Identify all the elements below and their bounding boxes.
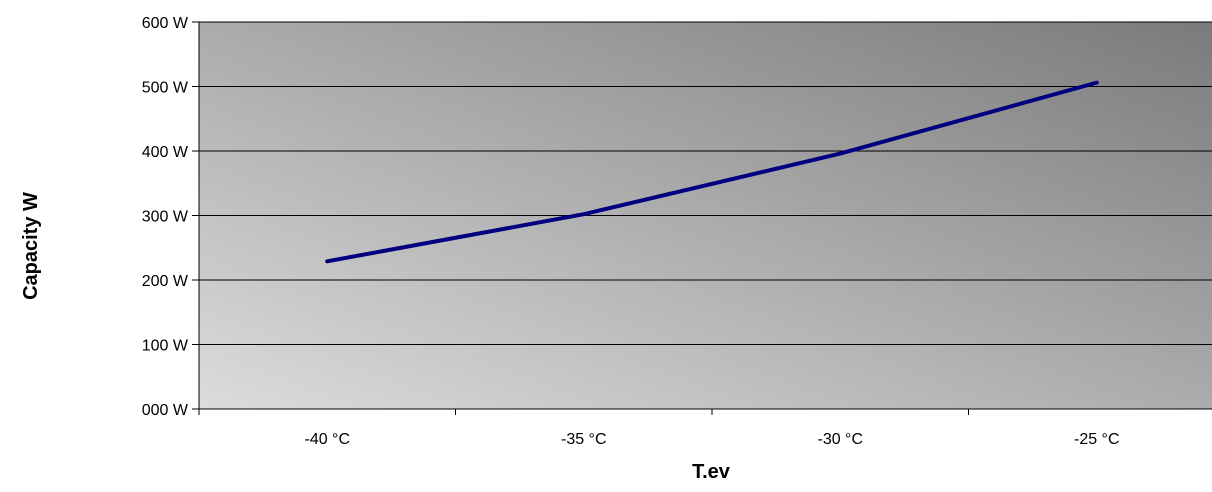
y-tick-label: 000 W [142, 402, 189, 419]
y-tick-label: 400 W [142, 144, 189, 161]
y-axis-ticks: 000 W 100 W 200 W 300 W 400 W 500 W 600 W [142, 15, 199, 419]
x-tick-label: -30 °C [817, 431, 863, 448]
gridlines [199, 21, 1212, 345]
x-axis-title: T.ev [692, 461, 731, 483]
x-axis-ticks: -40 °C -35 °C -30 °C -25 °C [198, 409, 1120, 448]
x-tick-label: -25 °C [1074, 431, 1120, 448]
y-axis-title: Capacity W [20, 192, 42, 300]
x-tick-label: -40 °C [304, 431, 350, 448]
series-line [325, 80, 1099, 264]
y-tick-label: 200 W [142, 273, 189, 290]
series-layer [325, 80, 1099, 264]
y-tick-label: 300 W [142, 209, 189, 226]
y-tick-label: 600 W [142, 15, 189, 32]
x-tick-label: -35 °C [561, 431, 607, 448]
y-tick-label: 500 W [142, 80, 189, 97]
y-tick-label: 100 W [142, 338, 189, 355]
